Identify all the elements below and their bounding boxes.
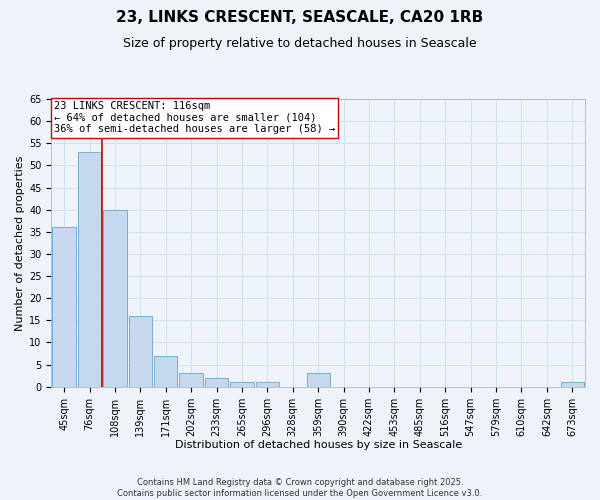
Bar — [205, 378, 228, 386]
Bar — [307, 374, 330, 386]
Text: 23, LINKS CRESCENT, SEASCALE, CA20 1RB: 23, LINKS CRESCENT, SEASCALE, CA20 1RB — [116, 10, 484, 25]
Bar — [256, 382, 279, 386]
Text: Contains HM Land Registry data © Crown copyright and database right 2025.
Contai: Contains HM Land Registry data © Crown c… — [118, 478, 482, 498]
Bar — [128, 316, 152, 386]
Text: 23 LINKS CRESCENT: 116sqm
← 64% of detached houses are smaller (104)
36% of semi: 23 LINKS CRESCENT: 116sqm ← 64% of detac… — [54, 101, 335, 134]
X-axis label: Distribution of detached houses by size in Seascale: Distribution of detached houses by size … — [175, 440, 462, 450]
Bar — [78, 152, 101, 386]
Bar — [179, 374, 203, 386]
Bar — [103, 210, 127, 386]
Text: Size of property relative to detached houses in Seascale: Size of property relative to detached ho… — [123, 38, 477, 51]
Bar — [52, 228, 76, 386]
Y-axis label: Number of detached properties: Number of detached properties — [15, 155, 25, 330]
Bar — [560, 382, 584, 386]
Bar — [230, 382, 254, 386]
Bar — [154, 356, 178, 386]
